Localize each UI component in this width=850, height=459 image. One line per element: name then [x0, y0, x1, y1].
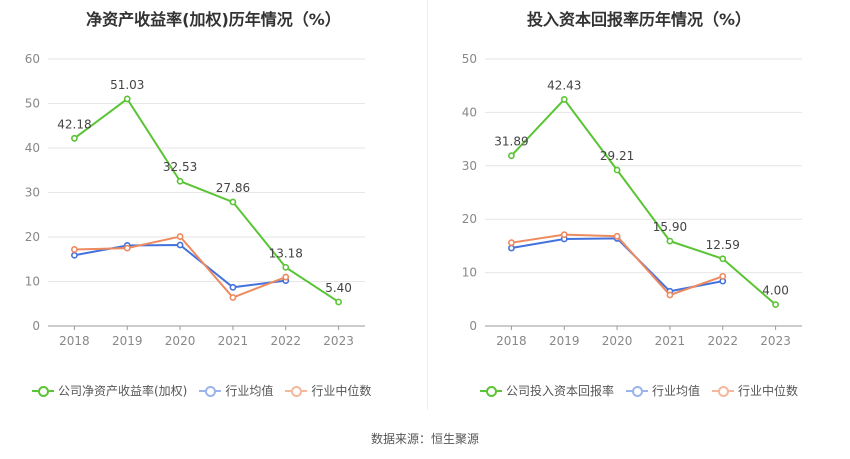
data-point — [772, 301, 779, 309]
data-point — [176, 241, 184, 249]
chart-legend: 公司投入资本回报率 行业均值 行业中位数 — [480, 382, 798, 399]
data-label: 42.43 — [547, 78, 581, 92]
legend-label: 行业中位数 — [311, 384, 372, 398]
roic-line-chart: 0 10 20 30 40 50 2018 2019 2020 2021 2022 2023 31.89… — [462, 52, 802, 348]
legend-item-industry-mean[interactable]: 行业均值 — [199, 382, 273, 399]
series-line — [74, 244, 286, 289]
data-label: 29.21 — [600, 149, 634, 163]
legend-item-company[interactable]: 公司投入资本回报率 — [480, 382, 614, 399]
data-point — [229, 198, 237, 206]
data-point — [560, 96, 568, 103]
chart-panel-roic: 投入资本回报率历年情况（%） 0 10 20 30 40 50 2018 2019 2020 20… — [428, 0, 850, 410]
data-point — [666, 237, 674, 245]
y-tick-label: 60 — [25, 52, 40, 66]
x-tick-label: 2022 — [270, 334, 301, 348]
y-tick-label: 40 — [462, 105, 477, 119]
data-label: 31.89 — [494, 135, 528, 149]
legend-line-icon — [480, 385, 502, 397]
legend-line-icon — [285, 385, 308, 397]
chart-title: 投入资本回报率历年情况（%） — [526, 10, 752, 29]
data-point — [282, 263, 290, 271]
data-point — [719, 255, 727, 263]
data-point — [508, 244, 515, 252]
x-tick-label: 2018 — [496, 334, 527, 348]
legend-label: 行业均值 — [225, 384, 274, 398]
data-point — [613, 166, 621, 174]
legend-item-industry-median[interactable]: 行业中位数 — [712, 382, 798, 399]
data-point — [123, 95, 131, 103]
data-point — [229, 283, 237, 291]
roe-line-chart: 0 10 20 30 40 50 60 2018 2019 2020 2021 2022 2023 42.… — [25, 52, 365, 348]
data-label: 51.03 — [110, 78, 144, 92]
x-tick-label: 2023 — [323, 334, 354, 348]
data-point — [71, 134, 78, 142]
legend-label: 行业中位数 — [738, 384, 799, 398]
y-tick-label: 50 — [462, 52, 477, 66]
x-tick-label: 2019 — [549, 334, 580, 348]
y-tick-label: 20 — [25, 230, 40, 244]
x-tick-label: 2021 — [218, 334, 249, 348]
y-tick-label: 30 — [462, 159, 477, 173]
series-line — [510, 97, 777, 306]
x-tick-label: 2020 — [165, 334, 196, 348]
data-label: 42.18 — [57, 117, 91, 131]
data-point — [71, 251, 78, 259]
x-tick-label: 2019 — [112, 334, 143, 348]
y-tick-label: 0 — [469, 319, 477, 333]
data-label: 15.90 — [653, 220, 687, 234]
legend-line-icon — [626, 385, 649, 397]
data-point — [71, 246, 78, 253]
data-label: 13.18 — [269, 246, 303, 260]
data-point — [176, 177, 184, 185]
x-tick-label: 2022 — [707, 334, 738, 348]
data-label: 5.40 — [325, 281, 352, 295]
legend-item-industry-mean[interactable]: 行业均值 — [626, 382, 700, 399]
x-tick-label: 2020 — [602, 334, 633, 348]
data-point — [508, 239, 515, 247]
data-label: 32.53 — [163, 160, 197, 174]
legend-item-industry-median[interactable]: 行业中位数 — [285, 382, 371, 399]
chart-title: 净资产收益率(加权)历年情况（%） — [86, 10, 341, 29]
data-source-note: 数据来源：恒生聚源 — [370, 432, 479, 446]
y-tick-label: 40 — [25, 141, 40, 155]
legend-item-company[interactable]: 公司净资产收益率(加权) — [32, 382, 187, 399]
legend-line-icon — [712, 385, 735, 397]
legend-line-icon — [199, 385, 222, 397]
data-point — [719, 272, 727, 280]
data-point — [123, 244, 131, 252]
data-point — [282, 273, 290, 281]
chart-panel-roe: 净资产收益率(加权)历年情况（%） 0 10 20 30 40 50 60 2018 2019 2… — [0, 0, 427, 410]
legend-line-icon — [32, 385, 54, 397]
x-tick-label: 2021 — [655, 334, 686, 348]
data-point — [176, 233, 184, 240]
x-tick-label: 2023 — [760, 334, 791, 348]
y-tick-label: 10 — [462, 266, 477, 280]
series-line — [73, 97, 340, 303]
data-label: 12.59 — [706, 238, 740, 252]
y-tick-label: 10 — [25, 275, 40, 289]
data-point — [560, 231, 568, 239]
data-label: 4.00 — [762, 284, 789, 298]
chart-legend: 公司净资产收益率(加权) 行业均值 行业中位数 — [32, 382, 371, 399]
y-tick-label: 0 — [32, 319, 40, 333]
y-tick-label: 30 — [25, 186, 40, 200]
data-point — [335, 298, 342, 306]
data-point — [229, 294, 237, 301]
data-label: 27.86 — [216, 181, 250, 195]
data-point — [666, 291, 674, 299]
x-tick-label: 2018 — [59, 334, 90, 348]
panel-divider — [427, 0, 428, 410]
series-line — [511, 233, 724, 297]
data-point — [613, 232, 621, 240]
y-tick-label: 50 — [25, 97, 40, 111]
series-line — [511, 237, 723, 293]
legend-label: 公司投入资本回报率 — [506, 384, 615, 398]
legend-label: 行业均值 — [652, 384, 701, 398]
data-point — [508, 152, 515, 160]
legend-label: 公司净资产收益率(加权) — [58, 384, 188, 398]
y-tick-label: 20 — [462, 212, 477, 226]
